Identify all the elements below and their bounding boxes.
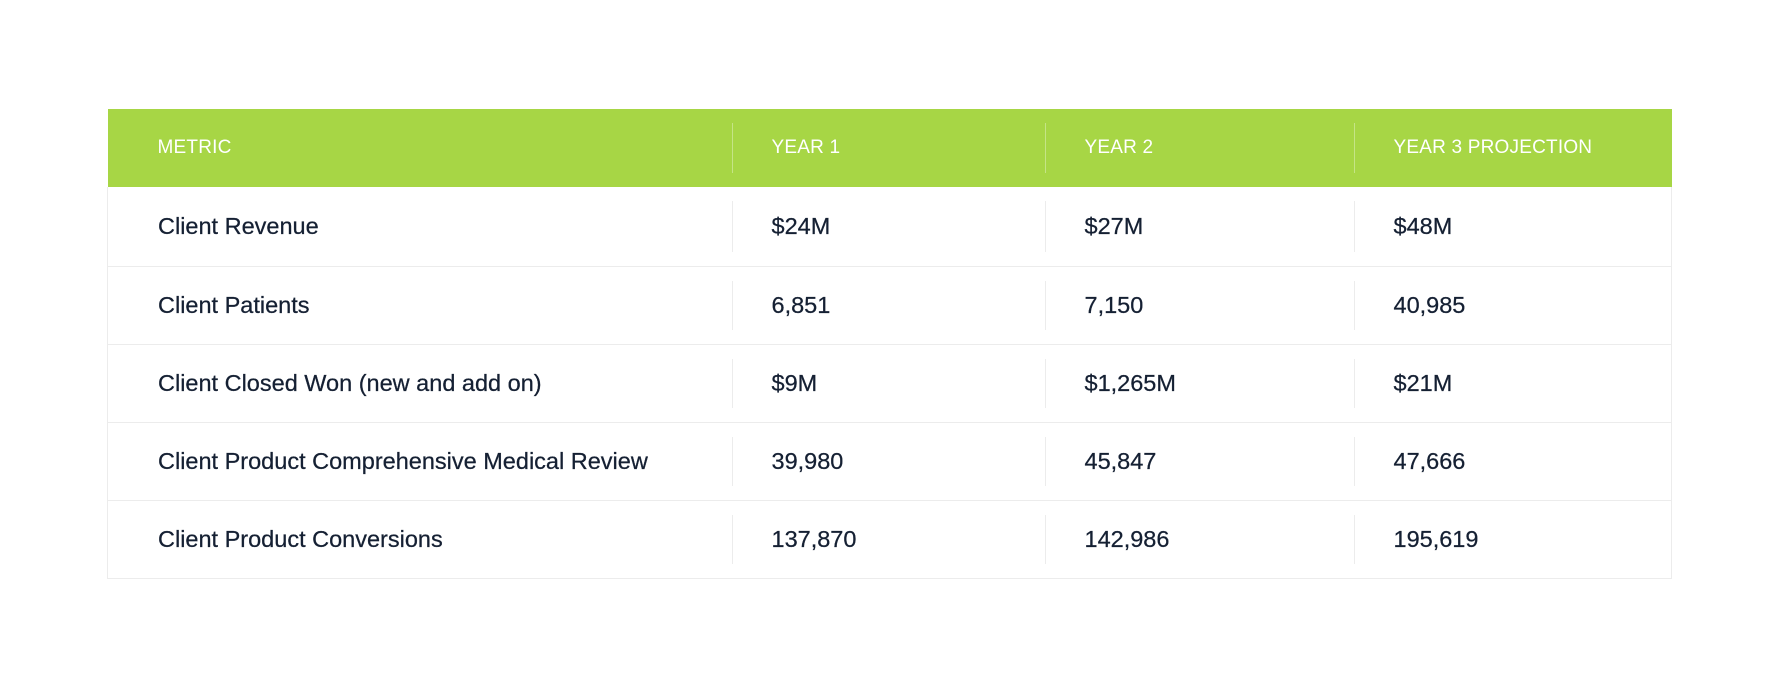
metric-cell: Client Product Comprehensive Medical Rev… [108,422,732,500]
year-2-cell: $1,265M [1044,344,1354,422]
year-2-cell: 7,150 [1044,266,1354,344]
metric-cell: Client Patients [108,266,732,344]
metric-label: Client Closed Won (new and add on) [158,369,542,396]
year-1-value: 137,870 [771,525,857,552]
metric-cell: Client Product Conversions [108,500,732,578]
year-3-cell: 47,666 [1353,422,1672,500]
header-year-2: YEAR 2 [1044,109,1354,187]
year-2-value: 142,986 [1084,525,1170,552]
year-2-value: $27M [1084,212,1144,239]
year-3-value: $21M [1393,369,1453,396]
metric-label: Client Product Conversions [158,525,443,552]
header-row: METRIC YEAR 1 YEAR 2 YEAR 3 PROJECTION [107,109,1672,187]
year-2-cell: $27M [1044,187,1354,266]
metric-label: Client Revenue [158,212,319,239]
header-year-3-projection-label: YEAR 3 PROJECTION [1393,137,1593,158]
header-year-1-label: YEAR 1 [771,137,841,158]
year-2-value: 45,847 [1084,447,1157,474]
year-2-cell: 142,986 [1044,500,1354,578]
metric-label: Client Product Comprehensive Medical Rev… [158,447,648,474]
year-1-cell: $24M [731,187,1045,266]
year-3-value: 40,985 [1393,291,1466,318]
table-row: Client Closed Won (new and add on) $9M $… [107,344,1672,422]
table-header: METRIC YEAR 1 YEAR 2 YEAR 3 PROJECTION [107,109,1672,187]
table-row: Client Patients 6,851 7,150 40,985 [107,266,1672,344]
year-1-value: 6,851 [771,291,831,318]
table-row: Client Product Conversions 137,870 142,9… [107,500,1672,578]
year-1-cell: 137,870 [731,500,1045,578]
header-year-2-label: YEAR 2 [1084,137,1154,158]
year-2-value: 7,150 [1084,291,1144,318]
metrics-table-container: METRIC YEAR 1 YEAR 2 YEAR 3 PROJECTION C… [107,109,1672,579]
year-1-cell: 6,851 [731,266,1045,344]
year-3-cell: 195,619 [1353,500,1672,578]
year-1-value: $9M [771,369,818,396]
table-row: Client Product Comprehensive Medical Rev… [107,422,1672,500]
year-3-value: 195,619 [1393,525,1479,552]
year-1-cell: $9M [731,344,1045,422]
year-1-value: 39,980 [771,447,844,474]
year-1-value: $24M [771,212,831,239]
header-year-1: YEAR 1 [731,109,1045,187]
year-3-cell: $48M [1353,187,1672,266]
table-body: Client Revenue $24M $27M $48M Client Pat… [107,187,1672,578]
year-1-cell: 39,980 [731,422,1045,500]
year-2-value: $1,265M [1084,369,1176,396]
year-3-cell: 40,985 [1353,266,1672,344]
metric-label: Client Patients [158,291,310,318]
metrics-table: METRIC YEAR 1 YEAR 2 YEAR 3 PROJECTION C… [107,109,1672,579]
year-3-value: $48M [1393,212,1453,239]
year-2-cell: 45,847 [1044,422,1354,500]
header-metric: METRIC [108,109,732,187]
header-year-3-projection: YEAR 3 PROJECTION [1353,109,1672,187]
year-3-cell: $21M [1353,344,1672,422]
header-metric-label: METRIC [157,137,232,158]
table-row: Client Revenue $24M $27M $48M [107,187,1672,266]
metric-cell: Client Closed Won (new and add on) [108,344,732,422]
year-3-value: 47,666 [1393,447,1466,474]
metric-cell: Client Revenue [108,187,732,266]
